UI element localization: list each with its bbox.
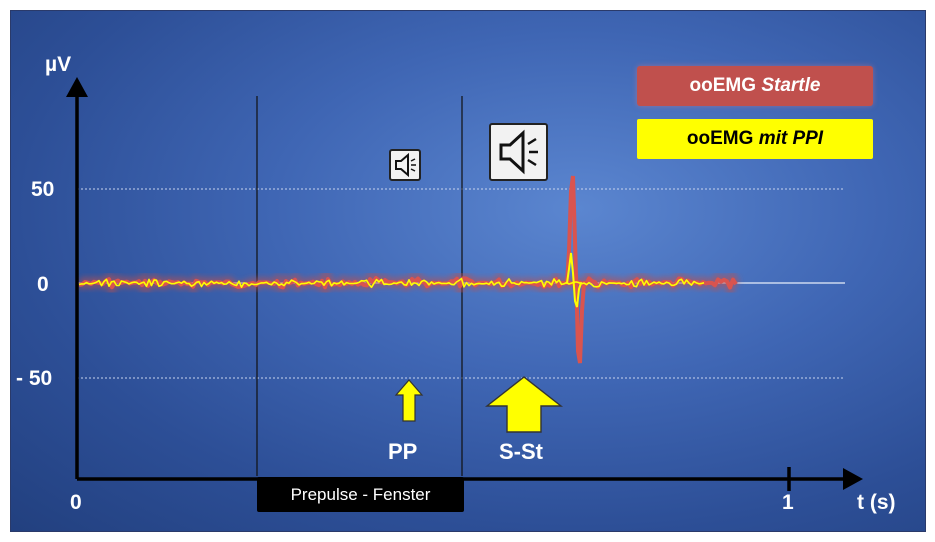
speaker-quiet-icon — [389, 149, 421, 181]
x-origin-label: 0 — [70, 491, 82, 514]
x-tick-1-label: 1 — [782, 491, 794, 514]
startle-label: S-St — [499, 439, 543, 464]
legend-startle-prefix: ooEMG — [689, 75, 757, 96]
y-tick-minus-50: - 50 — [16, 367, 53, 390]
prepulse-window-label: Prepulse - Fenster — [257, 477, 464, 512]
legend-startle-suffix: Startle — [761, 75, 821, 96]
y-tick-50: 50 — [31, 178, 55, 201]
x-axis-unit: t (s) — [857, 491, 896, 514]
y-tick-0: 0 — [37, 273, 49, 296]
speaker-loud-icon — [489, 123, 548, 181]
prepulse-label: PP — [388, 439, 418, 464]
legend-startle: ooEMG Startle — [637, 66, 873, 106]
emg-diagram: µV 50 0 - 50 0 1 t (s) ooEMG Startle ooE… — [10, 10, 926, 532]
legend-ppi-suffix: mit PPI — [758, 128, 824, 149]
legend-ppi: ooEMG mit PPI — [637, 119, 873, 159]
prepulse-arrow — [394, 379, 424, 422]
x-axis — [77, 467, 863, 491]
y-axis-unit: µV — [45, 53, 72, 76]
y-axis — [66, 77, 88, 479]
startle-trace — [78, 175, 741, 364]
diagram-canvas — [66, 77, 863, 491]
legend-ppi-prefix: ooEMG — [686, 128, 754, 149]
ppi-trace — [78, 252, 705, 308]
startle-arrow — [484, 376, 564, 433]
